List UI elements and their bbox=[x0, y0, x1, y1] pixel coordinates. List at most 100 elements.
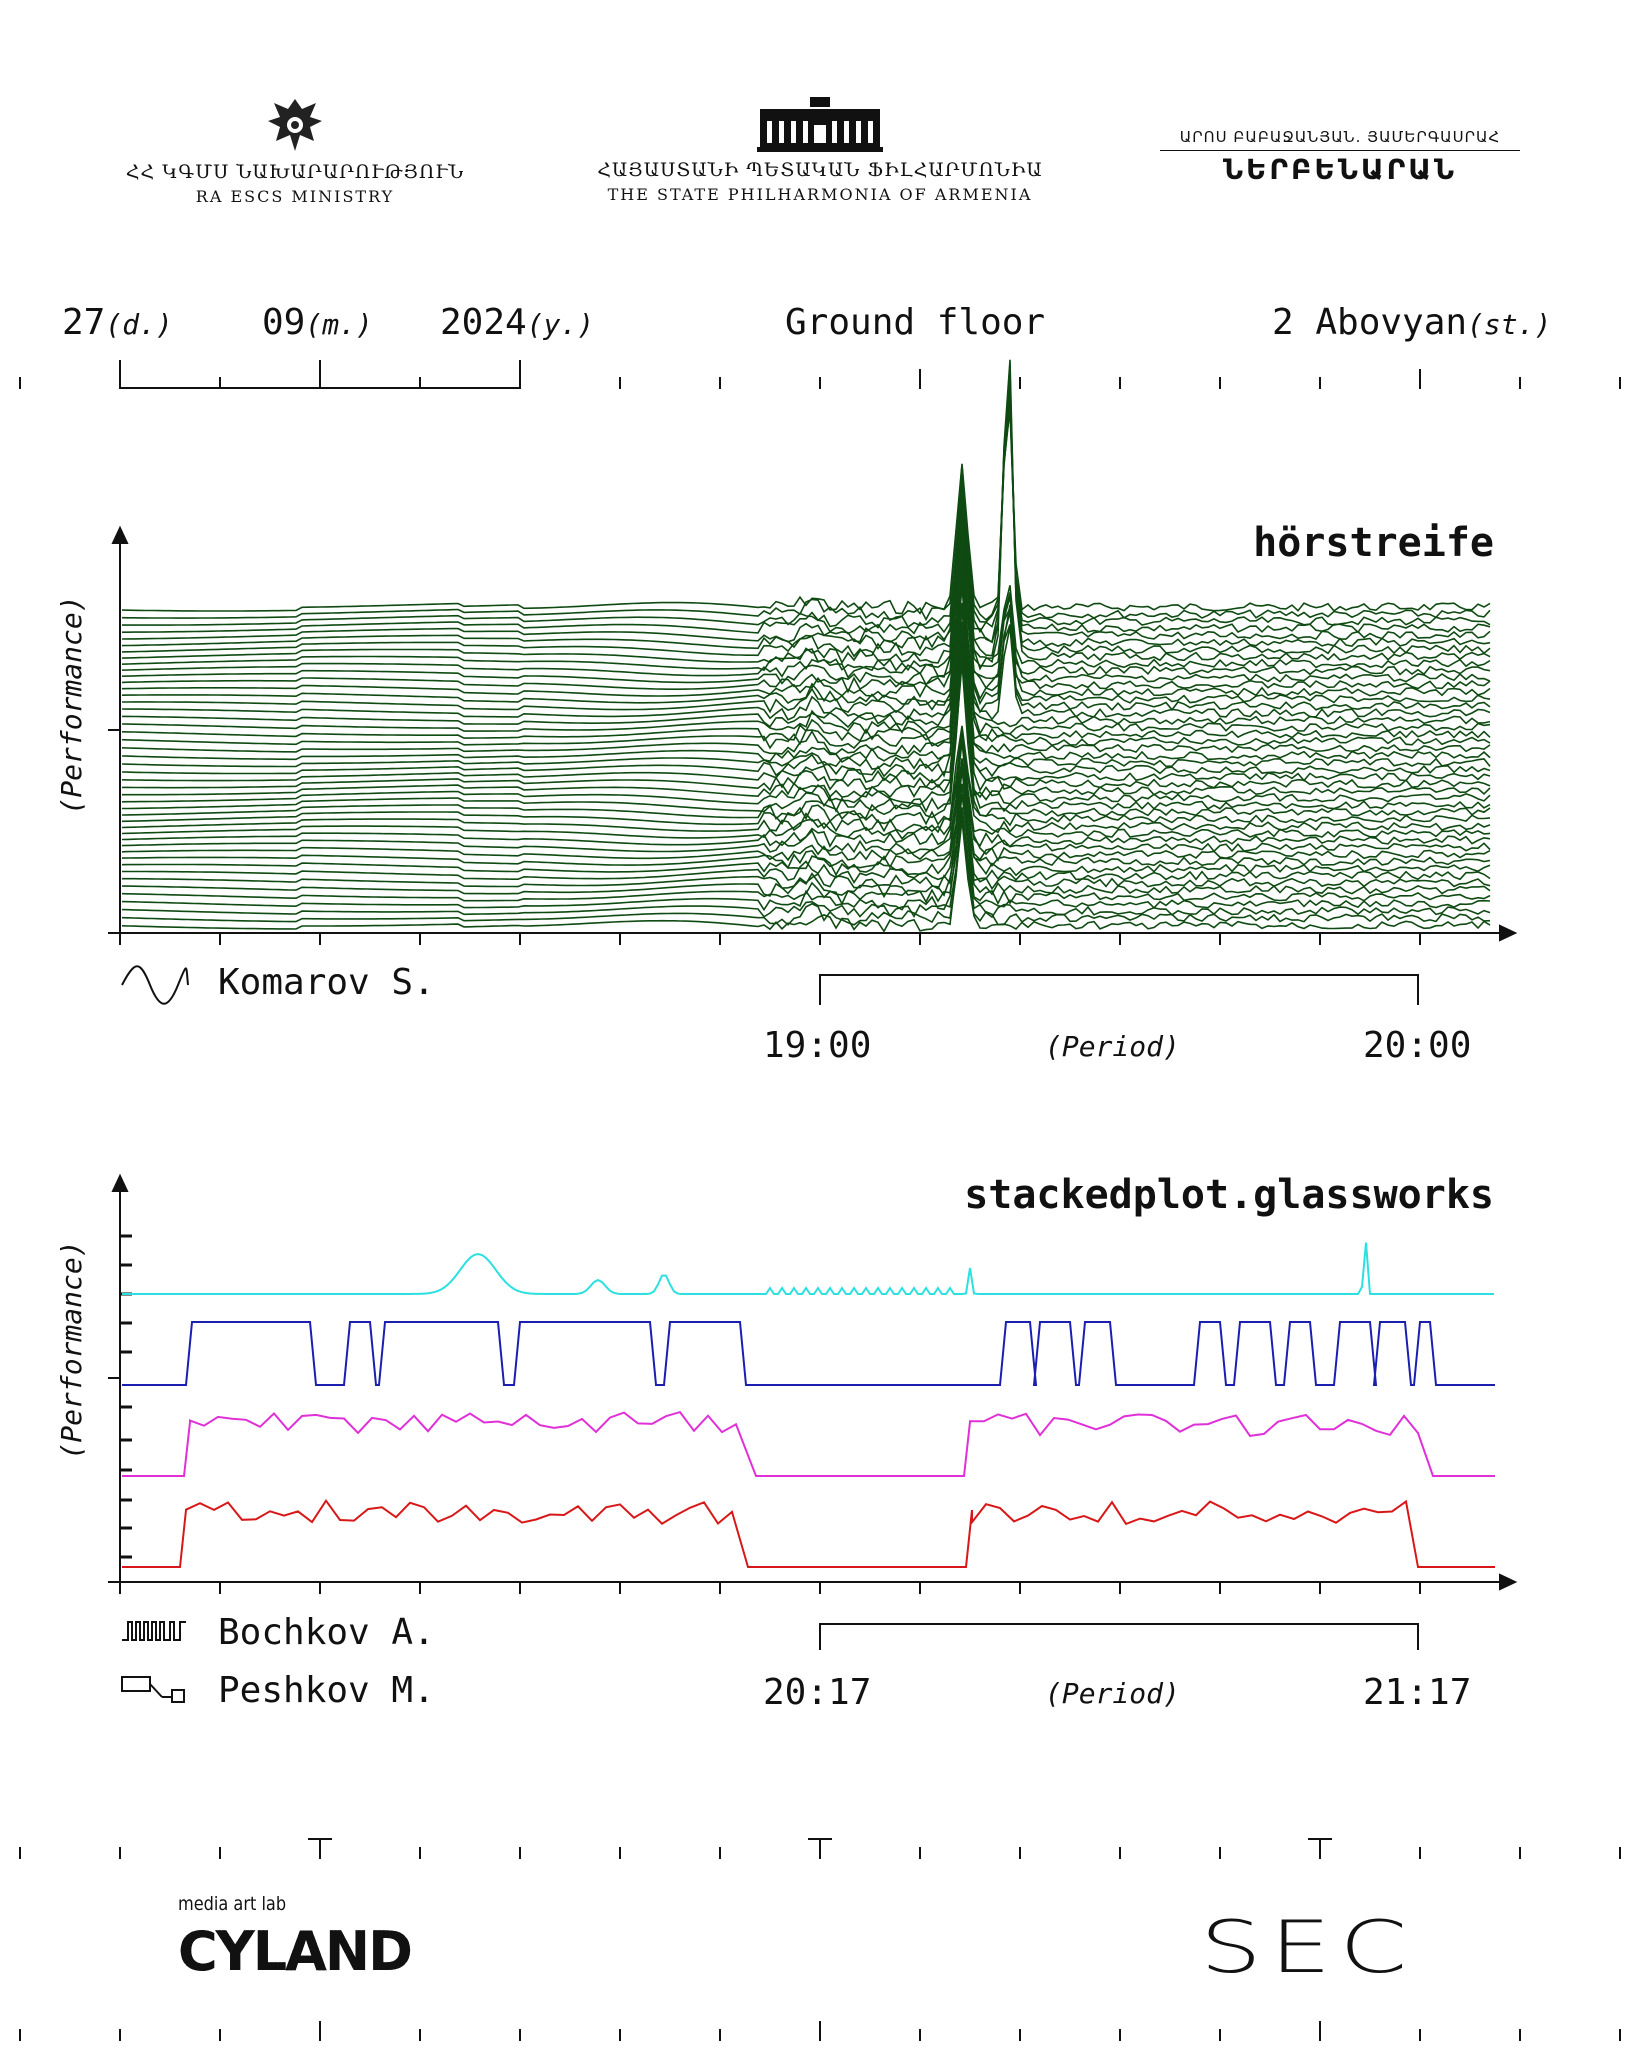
chart2-title: stackedplot.glassworks bbox=[964, 1172, 1494, 1218]
armenian-coat-of-arms-icon bbox=[268, 99, 322, 151]
address-value: 2 Abovyan bbox=[1272, 302, 1468, 343]
waterfall-line bbox=[121, 622, 1491, 784]
bottom-tick-row bbox=[19, 2021, 1621, 2041]
chart1-axes bbox=[108, 525, 1518, 942]
date-year: 2024(y.) bbox=[440, 302, 594, 343]
waterfall-line bbox=[121, 606, 1491, 770]
waterfall-line bbox=[121, 733, 1491, 840]
waterfall-line bbox=[121, 810, 1491, 919]
address: 2 Abovyan(st.) bbox=[1272, 302, 1551, 343]
hall-wordmark: ՆԵՐԲԵՆԱՐԱՆ bbox=[1222, 153, 1458, 186]
address-unit: (st.) bbox=[1467, 308, 1552, 341]
chart1-period-bracket bbox=[819, 974, 1419, 1005]
box-connector-icon bbox=[121, 1676, 185, 1703]
date-day: 27(d.) bbox=[62, 302, 173, 343]
sec-logo: SEC bbox=[1200, 1905, 1416, 1989]
square-pulse-icon bbox=[122, 1621, 186, 1641]
waterfall-line bbox=[121, 794, 1491, 906]
date-month-unit: (m.) bbox=[305, 308, 373, 341]
waterfall-line bbox=[121, 621, 1491, 778]
series-red-line bbox=[122, 1498, 1495, 1568]
chart2-performer-2: Peshkov M. bbox=[218, 1670, 435, 1711]
location: Ground floor bbox=[785, 302, 1046, 343]
waterfall-line bbox=[121, 740, 1491, 856]
chart1-period-start: 19:00 bbox=[763, 1025, 872, 1066]
chart2-axes bbox=[108, 1173, 1518, 1591]
chart1-x-ticks bbox=[119, 933, 1421, 945]
chart1-period-end: 20:00 bbox=[1363, 1025, 1472, 1066]
waterfall-line bbox=[121, 820, 1491, 933]
waterfall-line bbox=[122, 400, 1491, 629]
waterfall-line bbox=[122, 769, 1491, 884]
chart2-y-ticks bbox=[120, 1234, 132, 1559]
ministry-subtitle: RA ESCS MINISTRY bbox=[195, 187, 395, 206]
waterfall-line bbox=[121, 725, 1491, 827]
waterfall-line bbox=[121, 548, 1491, 706]
waterfall-line bbox=[121, 759, 1491, 862]
philharmonia-title: ՀԱՅԱՍՏԱՆԻ ՊԵՏԱԿԱՆ ՖԻԼՀԱՐՄՈՆԻԱ bbox=[597, 159, 1043, 181]
waterfall-line bbox=[121, 810, 1491, 926]
waterfall-line bbox=[121, 359, 1491, 665]
waterfall-line bbox=[122, 390, 1491, 635]
waterfall-line bbox=[121, 381, 1491, 651]
chart1-waterfall bbox=[121, 359, 1491, 933]
waterfall-line bbox=[121, 758, 1491, 870]
waterfall-line bbox=[122, 558, 1491, 714]
chart1-ylabel: (Performance) bbox=[55, 595, 88, 815]
waterfall-line bbox=[121, 508, 1491, 672]
chart2-period-start: 20:17 bbox=[763, 1672, 872, 1713]
top-tick-row bbox=[19, 369, 1621, 389]
ministry-logo: ՀՀ ԿԳՄՍ ՆԱԽԱՐԱՐՈՒԹՅՈՒՆ RA ESCS MINISTRY bbox=[110, 95, 480, 206]
waterfall-line bbox=[121, 602, 1491, 763]
chart1-title: hörstreife bbox=[1253, 520, 1494, 566]
waterfall-line bbox=[122, 633, 1491, 792]
date-bracket bbox=[119, 360, 521, 389]
waterfall-line bbox=[122, 575, 1491, 729]
waterfall-line bbox=[121, 372, 1491, 658]
chart2-period-end: 21:17 bbox=[1363, 1672, 1472, 1713]
waterfall-line bbox=[121, 728, 1491, 834]
waterfall-line bbox=[121, 584, 1491, 750]
waterfall-line bbox=[122, 784, 1491, 899]
waterfall-line bbox=[121, 516, 1491, 679]
waterfall-line bbox=[121, 542, 1491, 701]
waterfall-line bbox=[122, 643, 1491, 799]
date-day-value: 27 bbox=[62, 302, 106, 343]
waterfall-line bbox=[121, 576, 1491, 736]
ministry-title: ՀՀ ԿԳՄՍ ՆԱԽԱՐԱՐՈՒԹՅՈՒՆ bbox=[125, 161, 465, 183]
philharmonia-logo: ՀԱՅԱՍՏԱՆԻ ՊԵՏԱԿԱՆ ՖԻԼՀԱՐՄՈՆԻԱ THE STATE … bbox=[570, 95, 1070, 204]
chart2-x-ticks bbox=[119, 1582, 1421, 1594]
chart2-stack bbox=[122, 1242, 1495, 1568]
series-blue-line bbox=[122, 1321, 1495, 1386]
date-year-unit: (y.) bbox=[526, 308, 595, 341]
philharmonia-subtitle: THE STATE PHILHARMONIA OF ARMENIA bbox=[607, 185, 1033, 204]
lab-label: media art lab bbox=[178, 1893, 287, 1915]
waterfall-line bbox=[121, 762, 1491, 877]
waterfall-line bbox=[121, 807, 1491, 912]
date-month: 09(m.) bbox=[262, 302, 373, 343]
philharmonia-building-icon bbox=[757, 97, 883, 152]
waterfall-line bbox=[122, 656, 1491, 814]
date-year-value: 2024 bbox=[440, 302, 527, 343]
series-cyan-line bbox=[122, 1242, 1494, 1295]
waterfall-line bbox=[121, 645, 1491, 806]
waterfall-line bbox=[121, 605, 1491, 756]
date-month-value: 09 bbox=[262, 302, 306, 343]
waterfall-line bbox=[121, 567, 1491, 721]
waterfall-line bbox=[121, 409, 1491, 622]
date-day-unit: (d.) bbox=[105, 308, 173, 341]
chart2-performer-1: Bochkov A. bbox=[218, 1612, 435, 1653]
chart2-period-bracket bbox=[819, 1623, 1419, 1650]
hall-title: ԱՐՈՍ ԲԱԲԱՋԱՆՅԱՆ. ՅԱՄԵՐԳԱՍՐԱՀ bbox=[1160, 128, 1520, 151]
chart1-period-label: (Period) bbox=[1045, 1030, 1180, 1063]
chart1-performer: Komarov S. bbox=[218, 962, 435, 1003]
waterfall-line bbox=[121, 532, 1491, 694]
chart2-period-label: (Period) bbox=[1045, 1677, 1180, 1710]
series-magenta-line bbox=[122, 1410, 1495, 1477]
waterfall-line bbox=[121, 662, 1491, 821]
hall-logo: ԱՐՈՍ ԲԱԲԱՋԱՆՅԱՆ. ՅԱՄԵՐԳԱՍՐԱՀ ՆԵՐԲԵՆԱՐԱՆ bbox=[1160, 128, 1520, 186]
middle-tick-row bbox=[19, 1838, 1621, 1859]
chart2-ylabel: (Performance) bbox=[55, 1240, 88, 1460]
lab-logo: CYLAND bbox=[178, 1920, 413, 1983]
